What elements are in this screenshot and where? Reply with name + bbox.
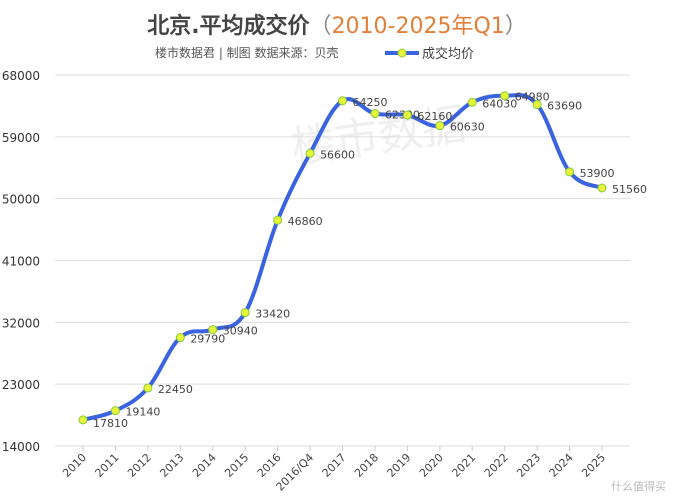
data-point	[273, 215, 283, 225]
data-label: 29790	[190, 333, 225, 346]
x-tick-label: 2011	[93, 451, 122, 480]
y-tick-label: 23000	[2, 378, 40, 392]
legend: 成交均价	[385, 43, 474, 62]
legend-line-icon	[385, 48, 419, 57]
x-tick-label: 2014	[190, 451, 219, 480]
data-label: 56600	[320, 148, 355, 161]
x-tick-label: 2020	[417, 451, 446, 480]
data-point	[532, 100, 542, 110]
data-point	[597, 183, 607, 193]
y-tick-label: 14000	[2, 440, 40, 454]
data-label: 22450	[158, 383, 193, 396]
x-tick-label: 2016	[255, 451, 284, 480]
data-label: 46860	[288, 215, 323, 228]
data-label: 33420	[255, 308, 290, 321]
data-point	[78, 415, 88, 425]
data-point	[240, 308, 250, 318]
data-point	[565, 167, 575, 177]
data-point	[402, 110, 412, 120]
x-tick-label: 2015	[222, 451, 251, 480]
data-label: 63690	[547, 100, 582, 113]
series-line	[82, 93, 603, 422]
data-label: 64980	[515, 91, 550, 104]
data-label: 62160	[417, 110, 452, 123]
y-tick-label: 50000	[2, 193, 40, 207]
x-tick-label: 2025	[579, 451, 608, 480]
data-label: 30940	[223, 325, 258, 338]
x-tick-label: 2010	[60, 451, 89, 480]
data-label: 62390	[385, 109, 420, 122]
data-point	[500, 91, 510, 101]
data-point	[208, 325, 218, 335]
chart-title: 北京.平均成交价（2010-2025年Q1）	[147, 14, 527, 39]
data-label: 51560	[612, 183, 647, 196]
data-point	[467, 97, 477, 107]
x-tick-label: 2019	[385, 451, 414, 480]
x-tick-label: 2022	[482, 451, 511, 480]
legend-label: 成交均价	[422, 47, 475, 62]
data-point	[305, 148, 315, 158]
chart-subtitle: 楼市数据君 | 制图 数据来源：贝壳	[155, 46, 339, 60]
data-label: 53900	[580, 167, 615, 180]
y-tick-label: 68000	[2, 69, 40, 83]
x-tick-label: 2017	[320, 451, 349, 480]
y-tick-label: 59000	[2, 131, 40, 145]
y-tick-label: 32000	[2, 316, 40, 330]
data-point	[435, 121, 445, 131]
data-label: 19140	[125, 406, 160, 419]
corner-mark: 什么值得买	[611, 480, 666, 493]
x-tick-label: 2012	[125, 451, 154, 480]
data-point	[110, 406, 120, 416]
x-tick-label: 2013	[157, 451, 186, 480]
x-tick-label: 2024	[547, 451, 576, 480]
y-tick-label: 41000	[2, 255, 40, 269]
data-point	[338, 96, 347, 106]
x-tick-label: 2021	[449, 451, 478, 480]
x-tick-label: 2018	[352, 451, 381, 480]
data-point	[175, 333, 185, 343]
data-label: 60630	[450, 121, 485, 134]
data-point	[370, 109, 380, 119]
data-point	[143, 383, 153, 393]
data-label: 64250	[353, 96, 388, 109]
x-tick-label: 2023	[514, 451, 543, 480]
data-label: 64030	[482, 97, 517, 110]
data-label: 17810	[93, 417, 128, 430]
